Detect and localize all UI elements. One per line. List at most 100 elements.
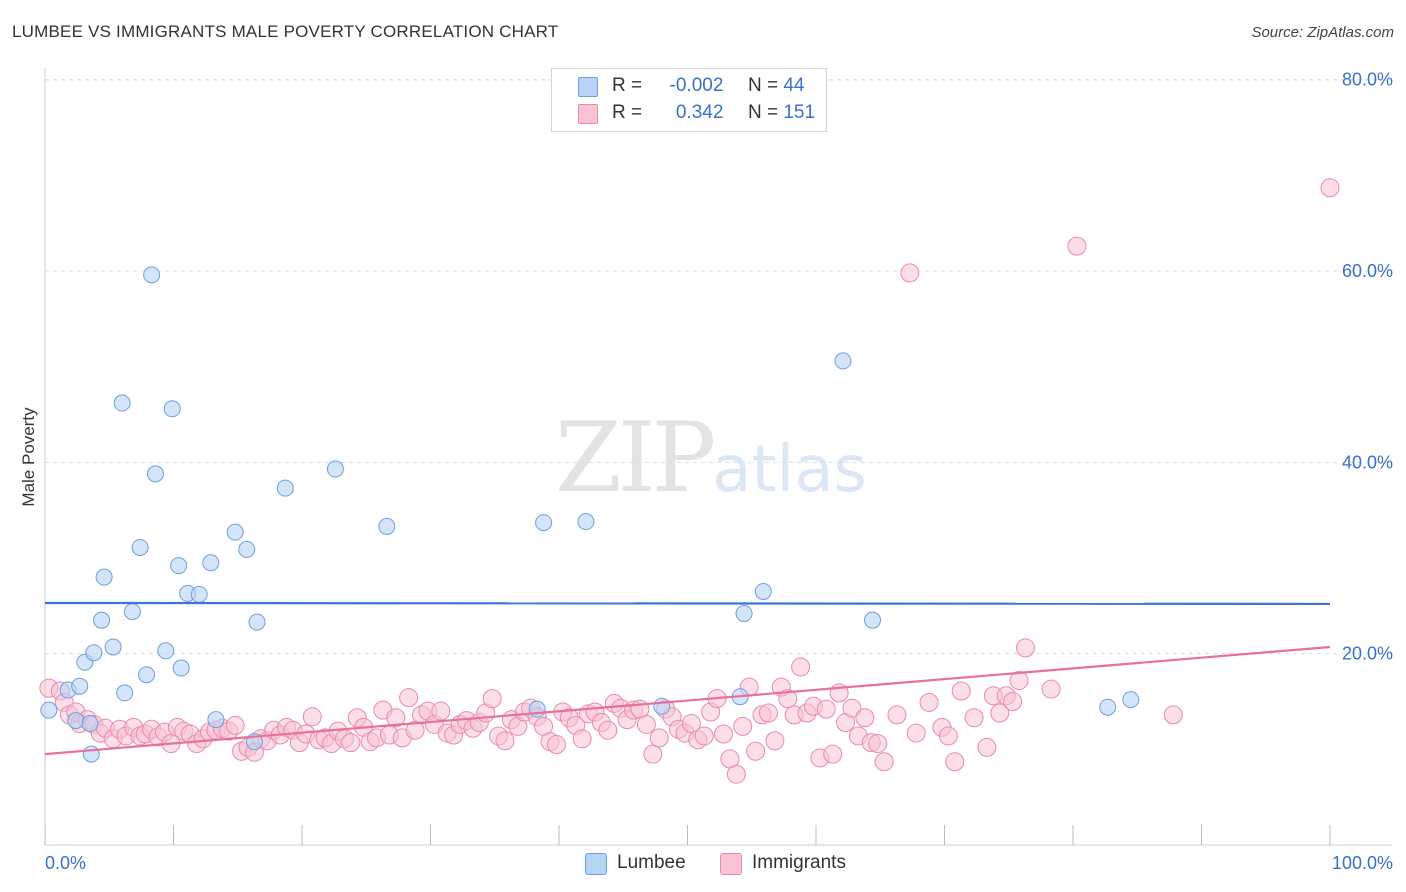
lumbee-legend-swatch (585, 853, 607, 875)
lumbee-point (143, 266, 161, 284)
lumbee-point (82, 745, 100, 763)
lumbee-point (116, 684, 134, 702)
immigrants-point (733, 716, 753, 736)
lumbee-point (138, 666, 156, 684)
immigrants-point (990, 703, 1010, 723)
immigrants-point (855, 708, 875, 728)
lumbee-point (190, 585, 208, 603)
immigrants-point (758, 703, 778, 723)
immigrants-point (1067, 236, 1087, 256)
immigrants-point (636, 714, 656, 734)
immigrants-point (823, 744, 843, 764)
immigrants-point (1320, 178, 1340, 198)
lumbee-point (1099, 698, 1117, 716)
lumbee-point (67, 712, 85, 730)
lumbee-point (535, 514, 553, 532)
immigrants-point (713, 724, 733, 744)
immigrants-point (900, 263, 920, 283)
immigrants-legend-swatch (720, 853, 742, 875)
immigrants-point (694, 726, 714, 746)
lumbee-point (113, 394, 131, 412)
lumbee-point (95, 568, 113, 586)
lumbee-point (104, 638, 122, 656)
lumbee-point (123, 603, 141, 621)
y-tick-label: 20.0% (1342, 644, 1393, 664)
immigrants-point (726, 764, 746, 784)
y-tick-label: 40.0% (1342, 452, 1393, 472)
immigrants-r-label: R = (612, 102, 643, 123)
immigrants-point (1003, 692, 1023, 711)
lumbee-trend-line (44, 601, 1331, 606)
lumbee-point (834, 352, 852, 370)
lumbee-point (378, 517, 396, 535)
immigrants-point (842, 698, 862, 718)
lumbee-point (93, 611, 111, 629)
immigrants-point (495, 731, 515, 751)
lumbee-point (172, 659, 190, 677)
immigrants-point (681, 714, 701, 734)
lumbee-r-label: R = (612, 75, 643, 96)
lumbee-point (735, 604, 753, 622)
lumbee-point (577, 513, 595, 531)
lumbee-point (157, 642, 175, 660)
tick-labels: 20.0% 40.0% 60.0% 80.0% 0.0% 100.0% Male Pover… (19, 70, 1393, 873)
lumbee-point (326, 460, 344, 478)
immigrants-point (1009, 670, 1029, 690)
immigrants-point (431, 701, 451, 721)
y-axis-label: Male Poverty (19, 407, 38, 507)
immigrants-point (964, 708, 984, 728)
chart-source: Source: ZipAtlas.com (1251, 24, 1394, 41)
lumbee-n-label: N = (747, 75, 779, 96)
correlation-legend: R = -0.002 N = 44 R = 0.342 N = 151 (551, 68, 827, 132)
immigrants-point (1041, 679, 1061, 699)
immigrants-point (546, 735, 566, 755)
immigrants-point (386, 708, 406, 728)
lumbee-point (147, 465, 165, 483)
immigrants-point (977, 737, 997, 757)
immigrants-point (572, 729, 592, 749)
lumbee-point (238, 540, 256, 558)
lumbee-point (163, 400, 181, 418)
immigrants-point (816, 699, 836, 719)
watermark-zip: ZIP (555, 402, 716, 514)
lumbee-point (85, 644, 103, 662)
immigrants-point (951, 681, 971, 701)
lumbee-swatch (578, 77, 598, 97)
lumbee-points (40, 266, 1140, 763)
lumbee-point (40, 701, 58, 719)
lumbee-point (248, 613, 266, 631)
x-tick-label: 0.0% (45, 853, 86, 873)
immigrants-point (778, 689, 798, 709)
lumbee-point (276, 479, 294, 497)
immigrants-point (765, 731, 785, 751)
lumbee-point (864, 611, 882, 629)
immigrants-point (887, 705, 907, 725)
immigrants-point (919, 692, 939, 712)
immigrants-n-value: 151 (783, 102, 816, 123)
immigrants-point (341, 733, 361, 753)
watermark-atlas: atlas (712, 433, 867, 507)
immigrants-point (1163, 705, 1183, 725)
immigrants-point (945, 752, 965, 772)
lumbee-point (226, 523, 244, 541)
lumbee-point (202, 554, 220, 572)
watermark: ZIPatlas (555, 402, 867, 514)
immigrants-point (302, 707, 322, 727)
chart-title: LUMBEE VS IMMIGRANTS MALE POVERTY CORREL… (12, 22, 559, 41)
immigrants-swatch (578, 104, 598, 124)
lumbee-legend-label: Lumbee (617, 852, 686, 873)
immigrants-point (649, 728, 669, 748)
lumbee-point (207, 711, 225, 729)
y-tick-label: 80.0% (1342, 70, 1393, 90)
lumbee-point (528, 700, 546, 718)
immigrants-point (746, 741, 766, 761)
immigrants-r-value: 0.342 (675, 102, 724, 123)
immigrants-point (938, 726, 958, 746)
trend-lines (44, 601, 1331, 756)
immigrants-legend-label: Immigrants (752, 852, 846, 873)
lumbee-point (653, 697, 671, 715)
immigrants-point (874, 752, 894, 772)
x-tick-label: 100.0% (1332, 853, 1393, 873)
lumbee-point (81, 715, 99, 733)
